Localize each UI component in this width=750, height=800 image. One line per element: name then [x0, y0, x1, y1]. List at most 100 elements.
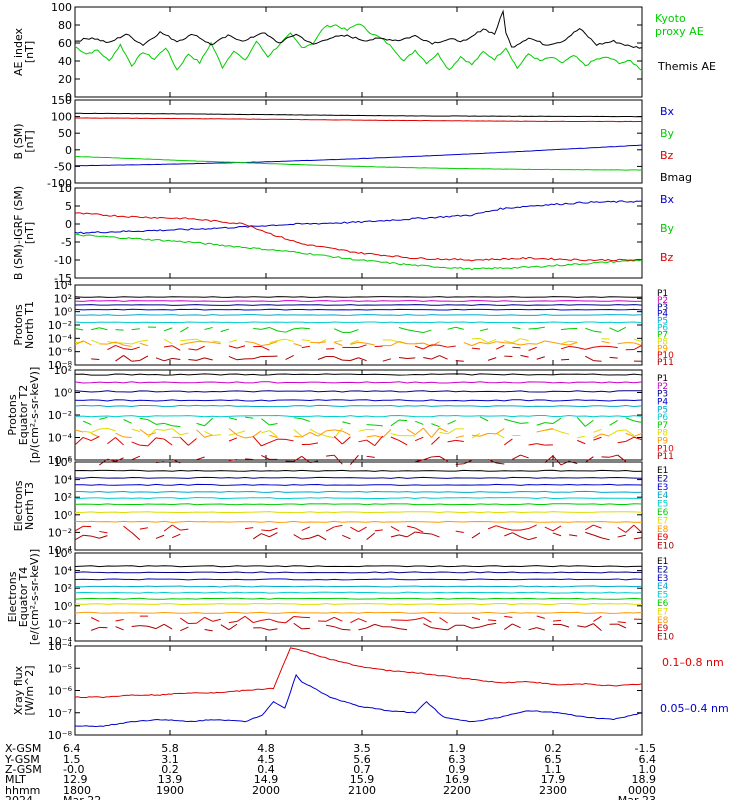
- series-p10-segment: [196, 345, 205, 351]
- legend-entry: E10: [657, 633, 674, 643]
- series-p7-segment: [253, 327, 262, 330]
- series-e10-segment: [528, 536, 537, 541]
- legend-entry: P1: [657, 374, 668, 384]
- y-axis-label: ProtonsEquator T2[p/(cm²-s-sr-keV)]: [6, 367, 41, 464]
- series-e10-segment: [406, 531, 416, 538]
- series-p10-segment: [447, 439, 456, 443]
- series-e10-segment: [423, 623, 432, 629]
- series-p7-segment: [560, 328, 570, 331]
- series-p8-segment: [139, 339, 148, 342]
- series-p7-segment: [285, 328, 294, 333]
- series-p9-segment: [479, 432, 489, 437]
- series-e9-segment: [374, 529, 383, 532]
- series-p8-segment: [560, 340, 570, 345]
- series-bx-line: [74, 144, 643, 167]
- series-e1-line: [74, 565, 643, 568]
- series-e10-segment: [585, 623, 594, 628]
- legend-entry: Bz: [660, 149, 674, 162]
- series-p9-segment: [74, 340, 84, 346]
- series-p8-segment: [447, 428, 456, 435]
- panel-frame: [74, 369, 643, 461]
- series-p10-segment: [617, 440, 626, 444]
- series-p10-segment: [107, 344, 116, 351]
- y-tick-label: 5: [65, 200, 72, 213]
- legend-entry: P11: [657, 358, 674, 368]
- footer-row-label: X-GSM: [5, 742, 41, 755]
- legend-entry: E7: [657, 607, 668, 617]
- series-p8-segment: [99, 427, 108, 430]
- series-e10-segment: [293, 622, 303, 630]
- legend-entry: E3: [657, 483, 668, 493]
- legend-entry: E2: [657, 565, 668, 575]
- series-p7-segment: [423, 329, 432, 334]
- series-e10-segment: [301, 537, 310, 540]
- footer-row-label: 2024: [5, 794, 33, 800]
- series-p9-segment: [309, 431, 319, 437]
- footer-value: 6.3: [448, 753, 466, 766]
- legend-entry: E6: [657, 508, 669, 518]
- footer-row-label: Z-GSM: [5, 763, 42, 776]
- series-e10-segment: [163, 623, 173, 630]
- y-axis-label: ElectronsEquator T4[e/(cm²-s-sr-keV)]: [6, 549, 41, 645]
- series-p10-segment: [398, 440, 408, 446]
- series-e9-segment: [585, 524, 594, 531]
- series-e10-segment: [390, 626, 400, 630]
- series-p11-segment: [163, 357, 173, 362]
- series-p9-segment: [536, 429, 545, 433]
- series-p8-segment: [131, 428, 140, 433]
- series-e10-segment: [358, 627, 367, 631]
- footer-value: 0.4: [257, 763, 275, 776]
- legend-entry: P9: [657, 437, 668, 447]
- series-p11-segment: [431, 455, 440, 458]
- series-e10-segment: [520, 536, 529, 541]
- footer-value: 1.0: [639, 763, 657, 776]
- series-p9-segment: [204, 341, 213, 343]
- series-p9-segment: [180, 342, 189, 346]
- series-p9-segment: [633, 432, 643, 437]
- series-p10-segment: [585, 346, 594, 350]
- series-p5-line: [74, 314, 643, 316]
- series-e10-segment: [536, 627, 545, 631]
- series-e9-segment: [277, 621, 286, 624]
- series-p8-segment: [577, 435, 586, 439]
- series-p9-segment: [398, 340, 408, 345]
- legend-entry: Bmag: [660, 171, 692, 184]
- y-tick-label: -15: [54, 272, 72, 285]
- series-e7-line: [74, 511, 643, 514]
- y-tick-label: 10⁻⁷: [48, 707, 72, 720]
- series-e10-segment: [431, 533, 440, 538]
- legend-entry: E8: [657, 616, 669, 626]
- series-e8-line: [74, 520, 643, 523]
- series-e9-segment: [180, 617, 189, 624]
- y-tick-label: 10⁻⁸: [48, 729, 73, 742]
- footer-value: 1800: [63, 784, 91, 797]
- series-p7-segment: [415, 420, 424, 425]
- y-tick-label: 100: [51, 111, 72, 124]
- series-e9-segment: [325, 526, 335, 532]
- legend-entry: E4: [657, 491, 669, 501]
- series-p7-segment: [390, 419, 400, 427]
- series-p11-segment: [609, 454, 618, 458]
- footer-value: 17.9: [541, 773, 566, 786]
- series-p8-segment: [236, 430, 246, 434]
- series-p9-segment: [228, 428, 238, 436]
- series-p9-segment: [293, 435, 302, 438]
- footer-value: 0.2: [161, 763, 179, 776]
- series-p9-segment: [115, 432, 124, 438]
- series-p9-segment: [326, 429, 335, 432]
- series-e9-segment: [212, 618, 221, 622]
- series-p10-segment: [285, 438, 294, 442]
- series-e10-segment: [131, 625, 140, 628]
- series-p7-segment: [374, 424, 383, 427]
- footer-row-label: hhmm: [5, 784, 40, 797]
- series-e9-segment: [488, 619, 497, 622]
- series-p11-segment: [382, 358, 392, 362]
- series-p7-segment: [512, 326, 521, 330]
- y-tick-label: 10: [58, 182, 72, 195]
- series-e9-segment: [163, 524, 173, 532]
- series-p10-segment: [341, 436, 351, 445]
- series-p10-segment: [107, 437, 116, 445]
- series-e9-segment: [236, 615, 246, 622]
- series-e9-segment: [617, 621, 626, 624]
